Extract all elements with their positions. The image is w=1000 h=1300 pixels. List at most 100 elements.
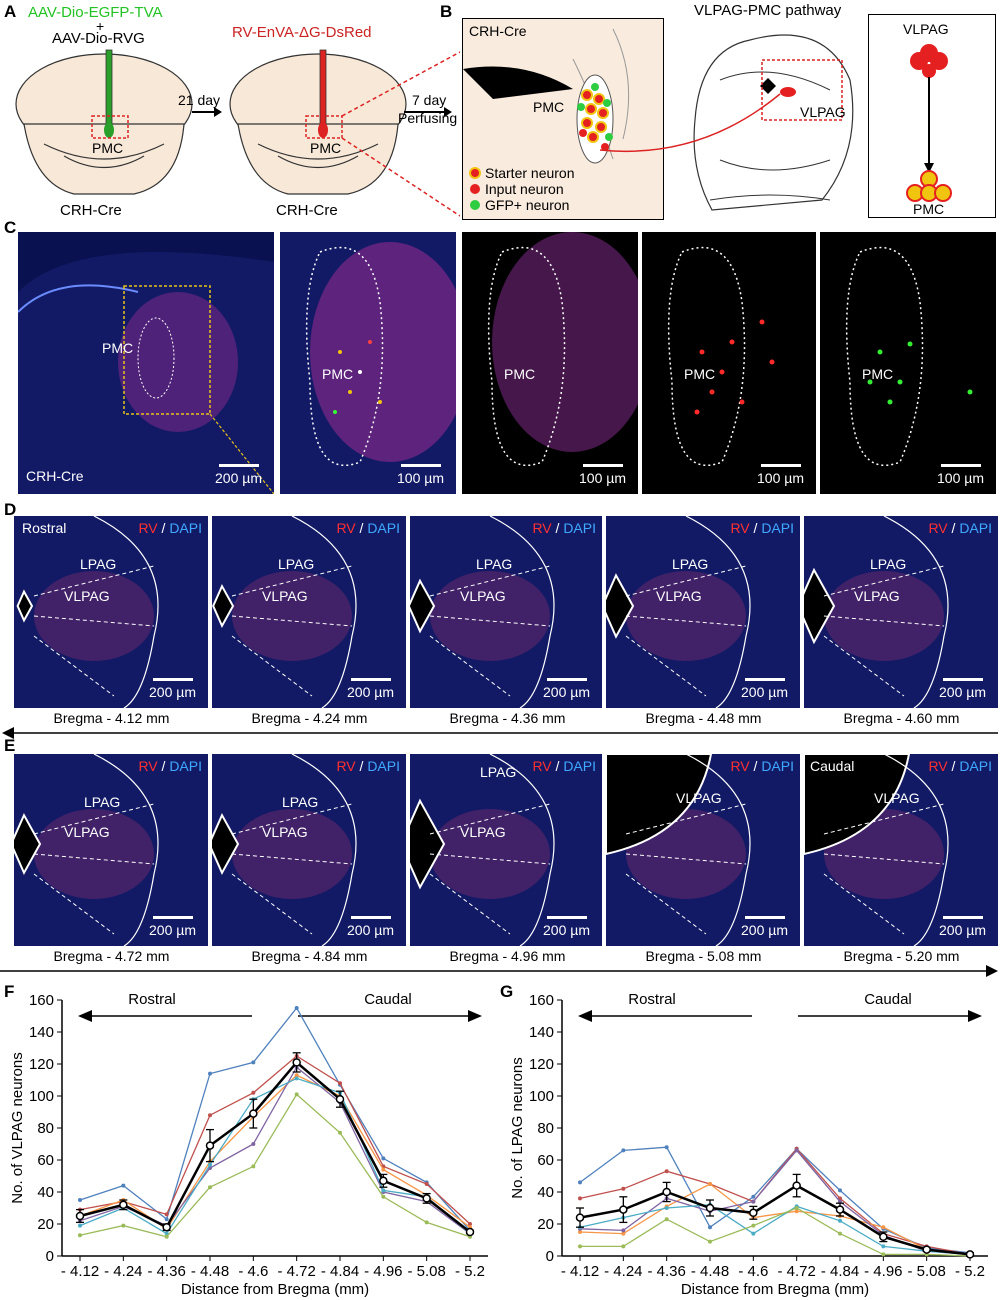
bregma-label: Bregma - 4.24 mm xyxy=(251,710,368,726)
y-tick-label: 160 xyxy=(29,992,54,1009)
series-point-mouse4 xyxy=(751,1199,756,1204)
series-point-mouse6 xyxy=(664,1217,669,1222)
series-point-mouse3 xyxy=(381,1167,386,1172)
scalebar-text: 200 µm xyxy=(347,922,394,938)
x-tick-label: - 4.48 xyxy=(191,1263,229,1280)
label-caudal: Caudal xyxy=(810,758,855,774)
label-lpag: LPAG xyxy=(870,556,907,572)
series-point-mouse6 xyxy=(708,1239,712,1244)
x-tick-label: - 4.24 xyxy=(604,1263,642,1280)
series-point-mouse6 xyxy=(621,1244,626,1249)
panel-label-c: C xyxy=(4,218,17,237)
injection-pipette-red xyxy=(319,49,327,125)
series-point-mouse2 xyxy=(338,1081,342,1086)
bregma-label: Bregma - 4.60 mm xyxy=(843,710,960,726)
section-outline-d-3 xyxy=(410,516,555,708)
y-tick-label: 0 xyxy=(546,1248,554,1265)
image-c-merge: PMC 100 µm xyxy=(280,232,456,494)
mean-point xyxy=(662,1187,671,1197)
series-point-mouse1 xyxy=(78,1198,82,1202)
scalebar-c5-text: 100 µm xyxy=(937,470,984,486)
label-lpag: LPAG xyxy=(672,556,709,572)
image-c-overview: PMC CRH-Cre 200 µm xyxy=(18,232,274,494)
y-tick-label: 60 xyxy=(537,1152,554,1169)
image-e-4: RV / DAPI VLPAG 200 µm xyxy=(606,754,800,946)
label-vlpag: VLPAG xyxy=(262,824,308,840)
image-c-green: PMC 100 µm xyxy=(820,232,996,494)
pmc-zoom-box: CRH-Cre PMC Starter neuron Input neuron … xyxy=(462,18,664,220)
series-point-mouse1 xyxy=(838,1188,842,1193)
mean-point xyxy=(922,1245,931,1254)
y-tick-label: 100 xyxy=(529,1088,554,1105)
slash: / xyxy=(753,520,758,536)
scalebar-text: 200 µm xyxy=(149,922,196,938)
series-point-mouse5 xyxy=(294,1076,299,1081)
bregma-label: Bregma - 4.36 mm xyxy=(449,710,566,726)
series-point-mouse2 xyxy=(208,1113,212,1118)
slash: / xyxy=(161,520,166,536)
scalebar: 200 µm xyxy=(741,916,788,938)
rv-label: RV xyxy=(138,520,158,536)
mean-line xyxy=(579,1184,971,1256)
merge-overlay xyxy=(305,242,456,467)
dapi-label: DAPI xyxy=(761,758,794,774)
vlpag-box xyxy=(761,59,843,121)
scalebar: 200 µm xyxy=(543,916,590,938)
series-line-mouse4 xyxy=(79,1066,471,1235)
scalebar-c3: 100 µm xyxy=(579,464,626,486)
series-point-mouse1 xyxy=(621,1148,626,1153)
vlpag-cluster xyxy=(780,87,796,97)
series-point-mouse6 xyxy=(121,1223,126,1228)
x-axis-title: Distance from Bregma (mm) xyxy=(181,1281,369,1298)
label-vlpag: VLPAG xyxy=(460,824,506,840)
label-crh-cre-a1: CRH-Cre xyxy=(60,202,122,219)
label-vlpag: VLPAG xyxy=(676,790,722,806)
injection-site-red xyxy=(318,122,328,138)
legend-markers xyxy=(469,167,481,210)
panel-label-g: G xyxy=(500,982,514,1001)
pmc-box-1 xyxy=(91,115,129,139)
x-tick-label: - 4.12 xyxy=(561,1263,599,1280)
dapi-label: DAPI xyxy=(169,520,202,536)
series-point-mouse6 xyxy=(208,1185,212,1190)
schematic-vlpag: VLPAG xyxy=(903,21,949,37)
y-tick-label: 140 xyxy=(29,1024,54,1041)
label-pmc-c2: PMC xyxy=(322,366,354,382)
plus-sign: + xyxy=(96,18,105,34)
caudal-arrow-label: Caudal xyxy=(364,991,412,1008)
mean-point xyxy=(575,1213,585,1222)
channel-label: RV / DAPI xyxy=(928,520,992,536)
brain-section-2 xyxy=(229,53,407,195)
scalebar: 200 µm xyxy=(347,678,394,700)
x-tick-label: - 5.2 xyxy=(455,1263,485,1280)
y-tick-label: 20 xyxy=(37,1216,54,1233)
x-tick-label: - 4.72 xyxy=(777,1263,815,1280)
mean-point xyxy=(119,1200,128,1210)
series-point-mouse2 xyxy=(164,1212,169,1217)
series-point-mouse5 xyxy=(664,1206,669,1210)
label-7-day: 7 day xyxy=(412,92,447,108)
channel-label: RV / DAPI xyxy=(336,758,400,774)
label-crh-cre-c: CRH-Cre xyxy=(26,468,84,484)
series-point-mouse6 xyxy=(294,1092,299,1097)
mean-point xyxy=(335,1094,345,1104)
mean-point xyxy=(205,1141,215,1150)
label-vlpag-b: VLPAG xyxy=(800,104,846,120)
section-outline-e-5 xyxy=(804,754,949,946)
slash: / xyxy=(359,758,364,774)
image-e-2: RV / DAPI LPAG VLPAG 200 µm xyxy=(212,754,406,946)
series-point-mouse1 xyxy=(664,1145,669,1150)
series-point-mouse3 xyxy=(294,1073,299,1078)
legend-gfp: GFP+ neuron xyxy=(485,197,570,213)
channel-label: RV / DAPI xyxy=(928,758,992,774)
scalebar-text: 200 µm xyxy=(741,684,788,700)
x-tick-label: - 5.08 xyxy=(907,1263,945,1280)
virus-label-egfp-tva: AAV-Dio-EGFP-TVA xyxy=(28,4,163,21)
series-point-mouse4 xyxy=(794,1148,799,1153)
dapi-label: DAPI xyxy=(761,520,794,536)
rv-label: RV xyxy=(928,520,948,536)
label-pmc-c3: PMC xyxy=(504,366,536,382)
series-point-mouse6 xyxy=(838,1231,842,1236)
series-point-mouse1 xyxy=(164,1217,169,1222)
label-pmc-a1: PMC xyxy=(92,140,124,156)
